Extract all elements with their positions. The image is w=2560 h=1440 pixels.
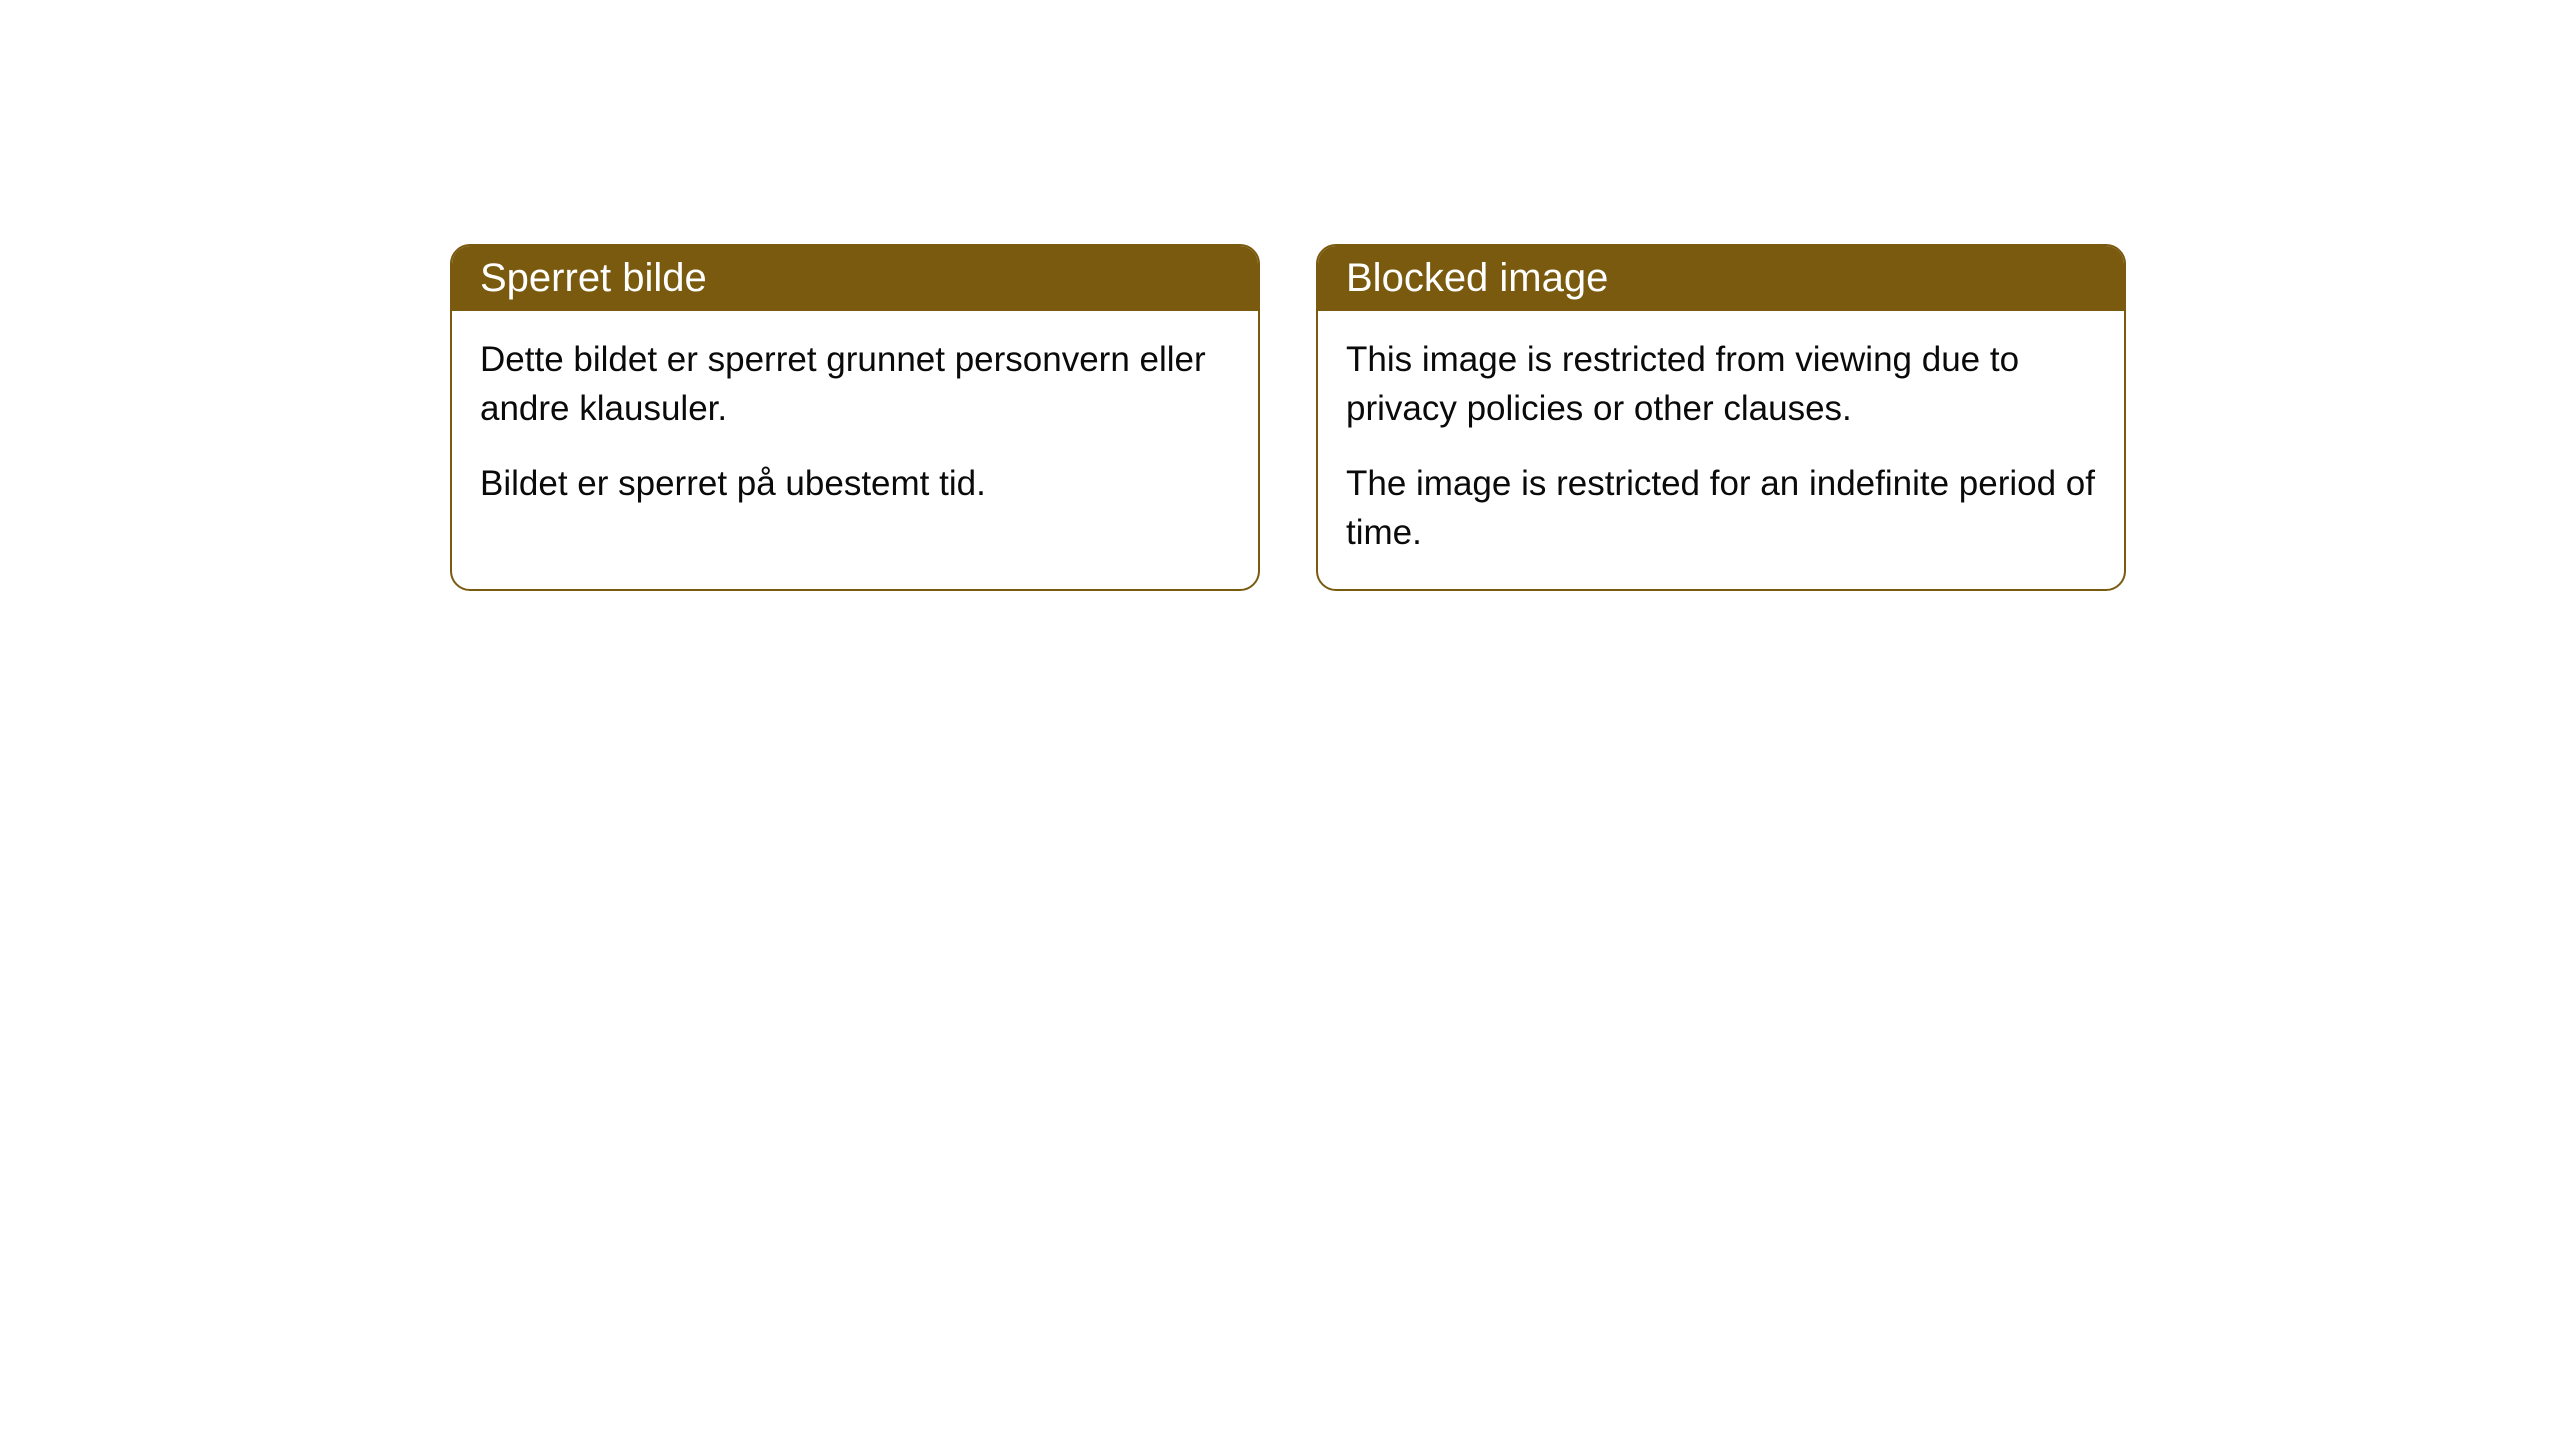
card-header: Blocked image xyxy=(1318,246,2124,311)
card-paragraph: This image is restricted from viewing du… xyxy=(1346,335,2096,433)
card-paragraph: The image is restricted for an indefinit… xyxy=(1346,459,2096,557)
cards-container: Sperret bilde Dette bildet er sperret gr… xyxy=(450,244,2126,591)
blocked-image-card-english: Blocked image This image is restricted f… xyxy=(1316,244,2126,591)
card-body: This image is restricted from viewing du… xyxy=(1318,311,2124,589)
card-body: Dette bildet er sperret grunnet personve… xyxy=(452,311,1258,540)
blocked-image-card-norwegian: Sperret bilde Dette bildet er sperret gr… xyxy=(450,244,1260,591)
card-paragraph: Bildet er sperret på ubestemt tid. xyxy=(480,459,1230,508)
card-title: Sperret bilde xyxy=(480,256,707,300)
card-header: Sperret bilde xyxy=(452,246,1258,311)
card-title: Blocked image xyxy=(1346,256,1608,300)
card-paragraph: Dette bildet er sperret grunnet personve… xyxy=(480,335,1230,433)
